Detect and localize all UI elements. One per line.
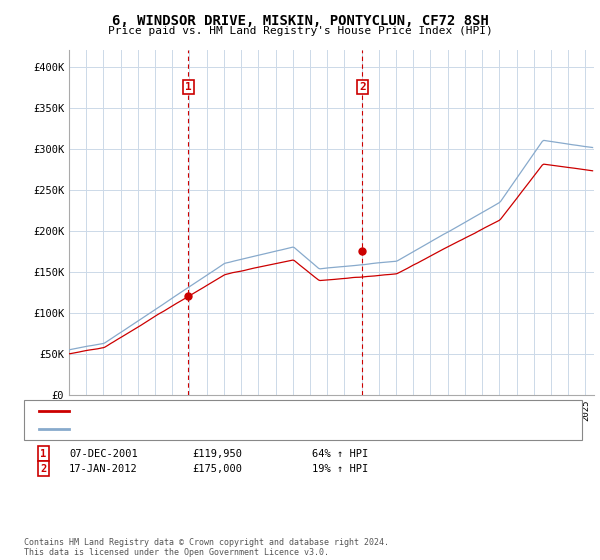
Text: Price paid vs. HM Land Registry's House Price Index (HPI): Price paid vs. HM Land Registry's House … bbox=[107, 26, 493, 36]
Text: 07-DEC-2001: 07-DEC-2001 bbox=[69, 449, 138, 459]
Text: Contains HM Land Registry data © Crown copyright and database right 2024.
This d: Contains HM Land Registry data © Crown c… bbox=[24, 538, 389, 557]
Text: 64% ↑ HPI: 64% ↑ HPI bbox=[312, 449, 368, 459]
Text: 6, WINDSOR DRIVE, MISKIN, PONTYCLUN, CF72 8SH: 6, WINDSOR DRIVE, MISKIN, PONTYCLUN, CF7… bbox=[112, 14, 488, 28]
Text: 17-JAN-2012: 17-JAN-2012 bbox=[69, 464, 138, 474]
Text: 2: 2 bbox=[40, 464, 46, 474]
Text: 1: 1 bbox=[185, 82, 191, 92]
Text: £119,950: £119,950 bbox=[192, 449, 242, 459]
Text: 6, WINDSOR DRIVE, MISKIN, PONTYCLUN, CF72 8SH (detached house): 6, WINDSOR DRIVE, MISKIN, PONTYCLUN, CF7… bbox=[75, 407, 439, 417]
Text: £175,000: £175,000 bbox=[192, 464, 242, 474]
Text: 1: 1 bbox=[40, 449, 46, 459]
Text: 19% ↑ HPI: 19% ↑ HPI bbox=[312, 464, 368, 474]
Text: 2: 2 bbox=[359, 82, 365, 92]
Text: HPI: Average price, detached house, Rhondda Cynon Taf: HPI: Average price, detached house, Rhon… bbox=[75, 423, 386, 433]
